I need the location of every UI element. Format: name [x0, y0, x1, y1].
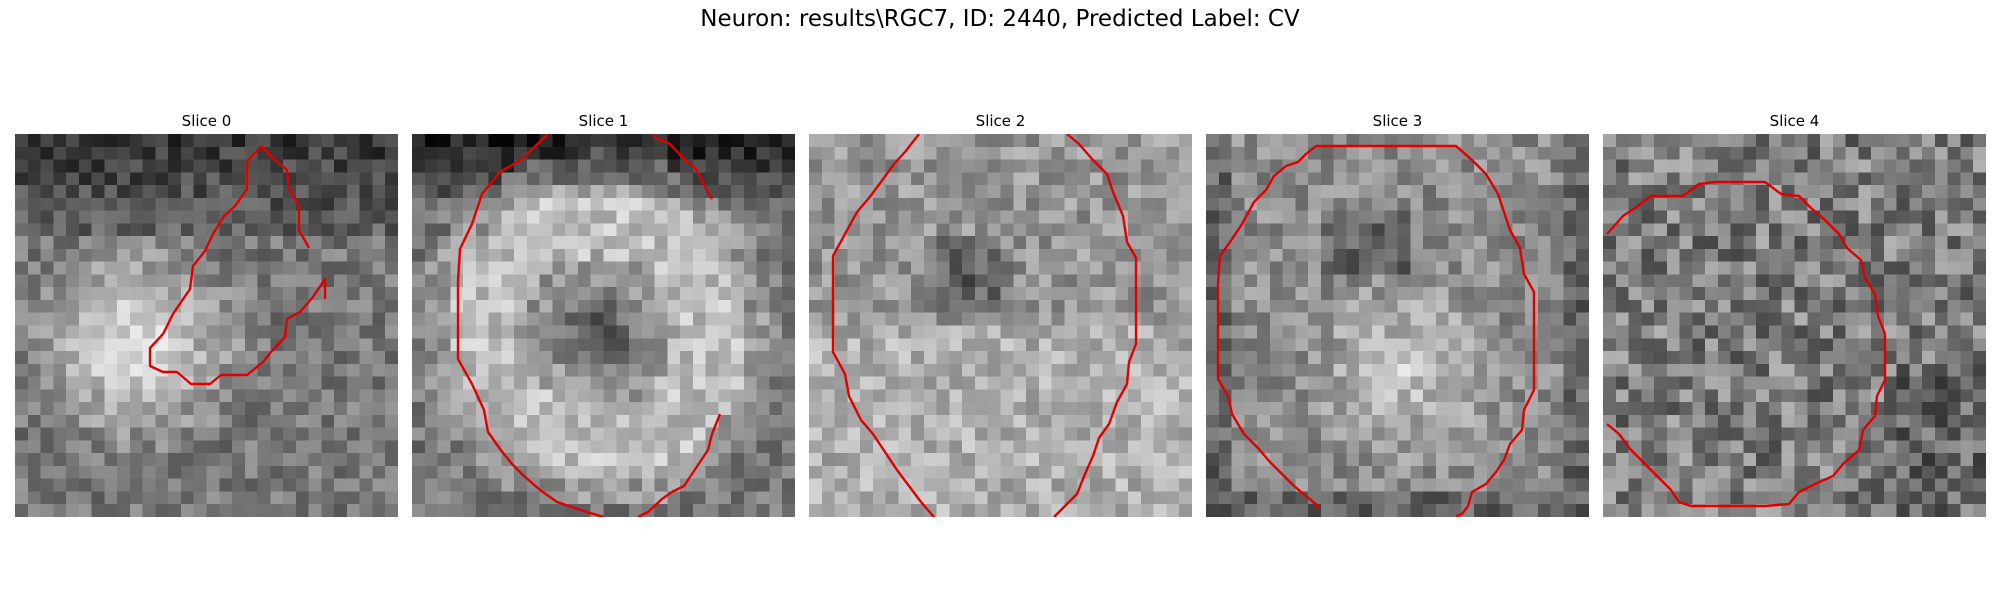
microscopy-image	[15, 134, 398, 517]
roi-contour	[1606, 180, 1887, 508]
slice-title: Slice 1	[578, 112, 629, 130]
slice-panel-1: Slice 1	[412, 111, 795, 517]
slice-image-3	[1206, 134, 1589, 517]
slice-image-4	[1603, 134, 1986, 517]
slice-panel-4: Slice 4	[1603, 111, 1986, 517]
slice-panel-0: Slice 0	[15, 111, 398, 517]
slice-title: Slice 3	[1372, 112, 1423, 130]
slice-title: Slice 0	[181, 112, 232, 130]
slice-image-2	[809, 134, 1192, 517]
contour-overlay	[1216, 144, 1536, 517]
slice-panel-3: Slice 3	[1206, 111, 1589, 517]
slice-image-0	[15, 134, 398, 517]
roi-contour	[831, 134, 1138, 517]
contour-overlay	[1606, 180, 1887, 508]
microscopy-image	[1206, 134, 1589, 517]
contour-overlay	[148, 145, 327, 386]
microscopy-image	[412, 134, 795, 517]
contour-overlay	[831, 134, 1138, 517]
microscopy-image	[809, 134, 1192, 517]
slice-image-1	[412, 134, 795, 517]
slice-panel-2: Slice 2	[809, 111, 1192, 517]
contour-overlay	[456, 134, 722, 517]
roi-contour	[148, 145, 327, 386]
microscopy-image	[1603, 134, 1986, 517]
figure-title: Neuron: results\RGC7, ID: 2440, Predicte…	[700, 6, 1300, 32]
slice-title: Slice 4	[1769, 112, 1820, 130]
roi-contour	[456, 134, 722, 517]
roi-contour	[1216, 144, 1536, 517]
slice-title: Slice 2	[975, 112, 1026, 130]
